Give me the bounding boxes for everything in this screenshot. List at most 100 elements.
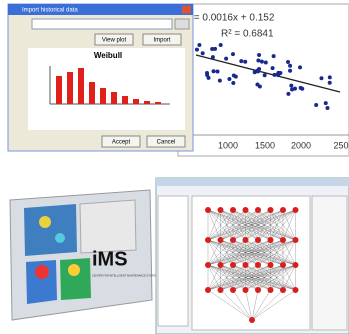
node	[268, 262, 274, 268]
point	[219, 43, 223, 47]
close-button[interactable]	[182, 6, 191, 14]
browse-button[interactable]	[175, 19, 189, 29]
x-tick-label: 250	[333, 140, 348, 150]
plot-area	[28, 48, 185, 130]
point	[264, 61, 268, 65]
point	[286, 60, 290, 64]
node	[243, 287, 249, 293]
bar	[133, 99, 139, 104]
node	[280, 287, 286, 293]
node	[293, 262, 299, 268]
node	[230, 237, 236, 243]
point	[195, 48, 199, 52]
properties	[312, 196, 347, 330]
node	[255, 207, 261, 213]
node	[230, 207, 236, 213]
bar	[122, 96, 128, 104]
chart-title: Weibull	[94, 51, 122, 60]
node	[255, 237, 261, 243]
x-tick-label: 1000	[218, 140, 238, 150]
point	[211, 55, 215, 59]
point	[288, 69, 292, 73]
file-input[interactable]	[32, 19, 172, 29]
x-tick-label: 2000	[291, 140, 311, 150]
hotspot	[39, 216, 51, 228]
equation: y = 0.0016x + 0.152	[186, 13, 275, 24]
software-montage: iMS CENTER FOR INTELLIGENT MAINTENANCE S…	[10, 190, 159, 320]
node	[280, 207, 286, 213]
hotspot	[35, 265, 49, 279]
point	[325, 106, 329, 110]
node	[255, 262, 261, 268]
point	[314, 103, 318, 107]
point	[216, 70, 220, 74]
bar	[67, 72, 73, 104]
point	[201, 51, 205, 55]
point	[293, 87, 297, 91]
r-squared: R² = 0.6841	[221, 29, 274, 40]
point	[286, 92, 290, 96]
node	[293, 237, 299, 243]
node	[268, 207, 274, 213]
bar	[78, 68, 84, 104]
point	[298, 65, 302, 69]
point	[227, 77, 231, 81]
node	[268, 287, 274, 293]
point	[319, 76, 323, 80]
x-tick-label: 1500	[255, 140, 275, 150]
point	[257, 53, 261, 57]
bar	[56, 76, 62, 104]
point	[212, 69, 216, 73]
point	[299, 86, 303, 90]
bar	[100, 88, 106, 104]
point	[272, 54, 276, 58]
point	[271, 66, 275, 70]
node	[249, 317, 255, 323]
logo-tagline: CENTER FOR INTELLIGENT MAINTENANCE SYSTE…	[92, 274, 159, 278]
point	[263, 73, 267, 77]
point	[231, 52, 235, 56]
node	[205, 207, 211, 213]
point	[218, 79, 222, 83]
node	[280, 262, 286, 268]
logo: iMS	[92, 248, 128, 270]
point	[231, 81, 235, 85]
node	[255, 287, 261, 293]
node	[218, 262, 224, 268]
point	[243, 60, 247, 64]
node	[243, 207, 249, 213]
point	[260, 60, 264, 64]
point	[328, 81, 332, 85]
dialog: Import historical data View plot Import …	[8, 4, 193, 151]
node	[243, 262, 249, 268]
hotspot	[68, 264, 80, 276]
node	[205, 237, 211, 243]
node	[243, 237, 249, 243]
point	[207, 76, 211, 80]
point	[288, 64, 292, 68]
hotspot	[55, 233, 65, 243]
button-label: View plot	[102, 38, 127, 44]
scatter-frame	[178, 4, 349, 156]
point	[232, 74, 236, 78]
button-label: Import	[153, 38, 170, 44]
node	[230, 287, 236, 293]
point	[289, 84, 293, 88]
network-app	[156, 178, 349, 334]
point	[239, 59, 243, 63]
point	[256, 59, 260, 63]
bar	[155, 102, 161, 104]
point	[197, 43, 201, 47]
button-label: Accept	[112, 140, 131, 146]
point	[257, 67, 261, 71]
project-tree	[158, 196, 188, 326]
node	[218, 287, 224, 293]
point	[276, 73, 280, 77]
point	[328, 75, 332, 79]
node	[230, 262, 236, 268]
bar	[144, 101, 150, 104]
button-label: Cancel	[157, 140, 176, 146]
node	[218, 237, 224, 243]
node	[205, 287, 211, 293]
collage: y = 0.0016x + 0.152 R² = 0.6841 1000 150…	[0, 0, 349, 334]
